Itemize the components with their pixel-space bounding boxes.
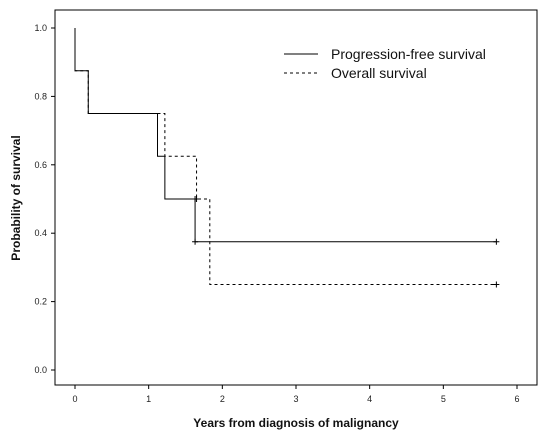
- y-tick-label-0: 0.0: [34, 365, 47, 375]
- x-tick-label-2: 2: [220, 394, 225, 404]
- y-axis-title: Probability of survival: [9, 135, 23, 260]
- y-tick-label-5: 1.0: [34, 23, 47, 33]
- censor-mark-1-0: [193, 196, 200, 202]
- censor-mark-1-1: [493, 281, 500, 288]
- y-tick-label-3: 0.6: [34, 160, 47, 170]
- x-tick-label-0: 0: [72, 394, 77, 404]
- legend-label-os: Overall survival: [331, 65, 427, 81]
- y-axis: 0.0 0.2 0.4 0.6 0.8 1.0: [34, 23, 55, 375]
- censor-mark-0-2: [493, 238, 500, 245]
- x-tick-label-5: 5: [441, 394, 446, 404]
- censor-marks: [192, 196, 500, 288]
- y-tick-label-4: 0.8: [34, 91, 47, 101]
- x-tick-label-1: 1: [146, 394, 151, 404]
- x-axis-title: Years from diagnosis of malignancy: [193, 416, 399, 430]
- censor-mark-0-1: [192, 238, 199, 245]
- series-layer: [74, 28, 497, 285]
- legend-label-pfs: Progression-free survival: [331, 46, 486, 62]
- x-tick-label-3: 3: [293, 394, 298, 404]
- plot-frame: [54, 9, 538, 386]
- x-tick-label-4: 4: [367, 394, 372, 404]
- x-axis: 0 1 2 3 4 5 6: [72, 385, 520, 404]
- series-line-1: [74, 28, 497, 285]
- series-line-0: [74, 28, 497, 243]
- x-tick-label-6: 6: [514, 394, 519, 404]
- legend: Progression-free survival Overall surviv…: [284, 46, 486, 81]
- y-tick-label-2: 0.4: [34, 228, 47, 238]
- y-tick-label-1: 0.2: [34, 297, 47, 307]
